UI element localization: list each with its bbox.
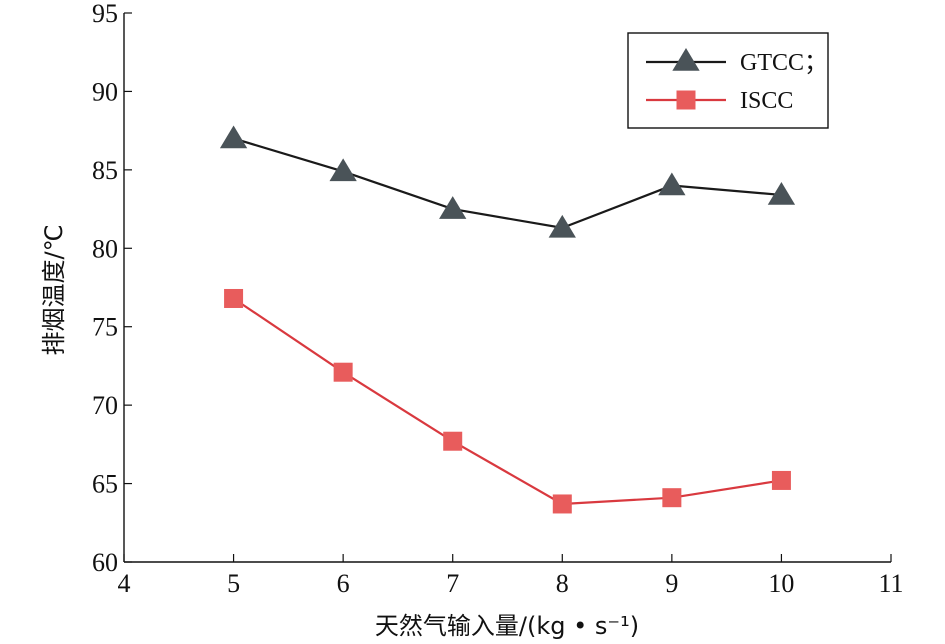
x-tick-label: 4 bbox=[118, 569, 131, 598]
legend-box bbox=[627, 32, 829, 129]
legend-marker-triangle bbox=[672, 48, 700, 71]
axes bbox=[123, 13, 891, 563]
legend-marker-square bbox=[676, 90, 696, 110]
series-line-0 bbox=[233, 137, 782, 230]
y-tick-label: 90 bbox=[92, 77, 118, 106]
data-point-square bbox=[662, 488, 682, 508]
y-axis-label: 排烟温度/℃ bbox=[40, 224, 68, 355]
data-point-triangle bbox=[329, 158, 357, 182]
x-tick-label: 8 bbox=[556, 569, 569, 598]
data-point-square bbox=[333, 362, 353, 382]
series-line-1 bbox=[232, 297, 782, 506]
data-point-square bbox=[443, 431, 463, 451]
legend-items bbox=[646, 48, 726, 110]
data-point-triangle bbox=[767, 181, 796, 205]
x-axis-label: 天然气输入量/(kg • s⁻¹) bbox=[375, 612, 639, 640]
y-tick-label: 85 bbox=[92, 156, 118, 185]
data-point-square bbox=[224, 288, 244, 308]
x-tick-label: 11 bbox=[878, 569, 903, 598]
y-tick-label: 95 bbox=[92, 0, 118, 28]
legend: GTCC； ISCC bbox=[627, 32, 829, 129]
x-tick-label: 6 bbox=[337, 569, 350, 598]
data-point-square bbox=[771, 470, 791, 490]
y-tick-label: 70 bbox=[92, 391, 118, 420]
y-tick-label: 65 bbox=[92, 470, 118, 499]
data-point-triangle bbox=[548, 214, 576, 238]
y-tick-label: 80 bbox=[92, 234, 118, 263]
x-tick-label: 5 bbox=[227, 569, 240, 598]
x-tick-label: 9 bbox=[665, 569, 678, 598]
data-point-square bbox=[552, 494, 572, 514]
series-layer bbox=[219, 125, 796, 514]
data-point-triangle bbox=[219, 125, 248, 149]
ticks: 4 5 6 7 8 9 10 11 60 65 70 75 80 85 90 95 bbox=[92, 0, 904, 598]
y-tick-label: 75 bbox=[92, 313, 118, 342]
legend-label-iscc: ISCC bbox=[740, 88, 793, 114]
x-tick-label: 10 bbox=[768, 569, 794, 598]
legend-label-gtcc: GTCC； bbox=[740, 50, 828, 76]
y-tick-label: 60 bbox=[92, 548, 118, 577]
x-tick-label: 7 bbox=[446, 569, 459, 598]
data-point-triangle bbox=[439, 196, 467, 219]
data-point-triangle bbox=[658, 172, 686, 196]
